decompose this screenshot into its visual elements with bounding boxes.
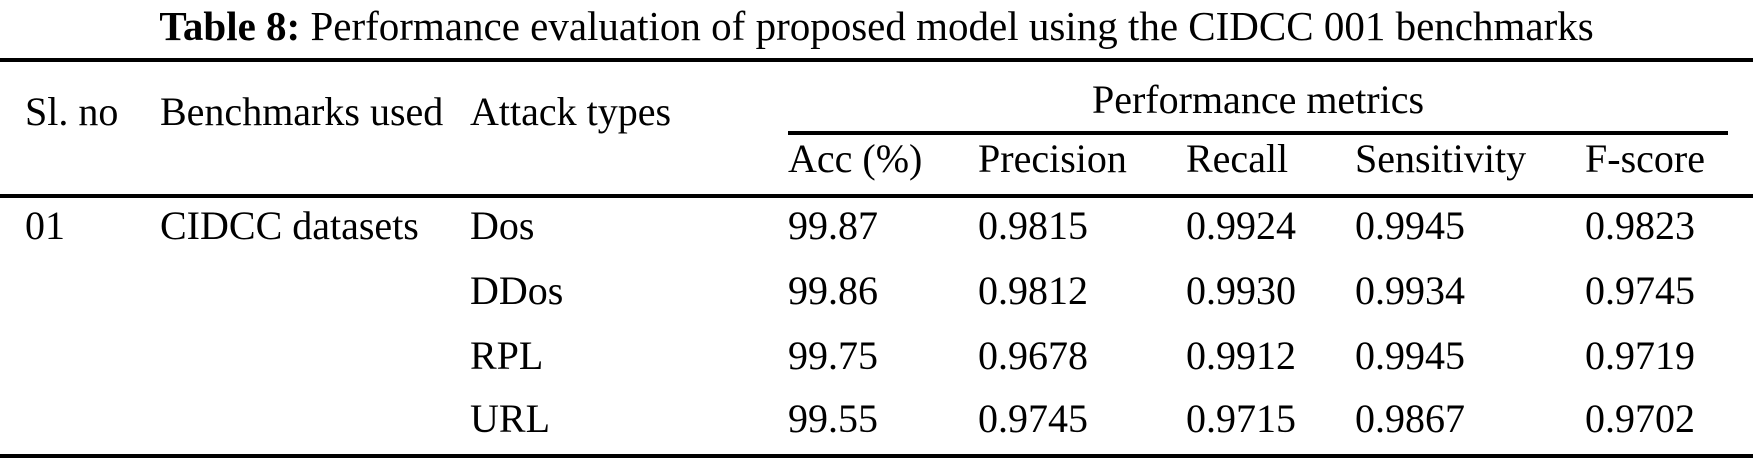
cell-recall: 0.9715 bbox=[1186, 396, 1296, 441]
group-header-label: Performance metrics bbox=[1091, 77, 1425, 122]
header-row-2: Acc (%) Precision Recall Sensitivity F-s… bbox=[0, 135, 1753, 196]
table-row: DDos 99.86 0.9812 0.9930 0.9934 0.9745 bbox=[0, 261, 1753, 326]
col-header-benchmarks-used: Benchmarks used bbox=[160, 89, 444, 134]
cell-benchmark bbox=[160, 326, 470, 391]
col-header-acc: Acc (%) bbox=[788, 136, 923, 181]
table-row: URL 99.55 0.9745 0.9715 0.9867 0.9702 bbox=[0, 391, 1753, 456]
cell-f-score: 0.9702 bbox=[1585, 396, 1695, 441]
col-header-sensitivity: Sensitivity bbox=[1355, 136, 1527, 181]
cell-acc: 99.86 bbox=[788, 268, 878, 313]
cell-attack-type: URL bbox=[470, 396, 550, 441]
cell-sl-no bbox=[0, 261, 160, 326]
cell-acc: 99.75 bbox=[788, 333, 878, 378]
table-caption-text: Performance evaluation of proposed model… bbox=[310, 3, 1594, 49]
cell-recall: 0.9912 bbox=[1186, 333, 1296, 378]
cell-benchmark bbox=[160, 261, 470, 326]
cell-acc: 99.87 bbox=[788, 203, 878, 248]
cell-attack-type: RPL bbox=[470, 333, 544, 378]
table-body: 01 CIDCC datasets Dos 99.87 0.9815 0.992… bbox=[0, 196, 1753, 456]
cell-benchmark: CIDCC datasets bbox=[160, 203, 419, 248]
col-header-recall: Recall bbox=[1186, 136, 1289, 181]
cell-f-score: 0.9719 bbox=[1585, 333, 1695, 378]
cell-sl-no: 01 bbox=[25, 203, 65, 248]
cell-sl-no bbox=[0, 326, 160, 391]
group-header-performance-metrics: Performance metrics bbox=[788, 60, 1753, 135]
cell-sl-no bbox=[0, 391, 160, 456]
cell-attack-type: DDos bbox=[470, 268, 564, 313]
table-caption: Table 8: Performance evaluation of propo… bbox=[0, 0, 1753, 50]
header-row-1: Sl. no Benchmarks used Attack types Perf… bbox=[0, 60, 1753, 135]
cell-sensitivity: 0.9945 bbox=[1355, 333, 1465, 378]
col-header-precision: Precision bbox=[978, 136, 1127, 181]
cell-sensitivity: 0.9867 bbox=[1355, 396, 1465, 441]
col-header-attack-types: Attack types bbox=[470, 89, 672, 134]
col-header-sl-no: Sl. no bbox=[25, 89, 119, 134]
table-row: RPL 99.75 0.9678 0.9912 0.9945 0.9719 bbox=[0, 326, 1753, 391]
cell-f-score: 0.9745 bbox=[1585, 268, 1695, 313]
table-row: 01 CIDCC datasets Dos 99.87 0.9815 0.992… bbox=[0, 196, 1753, 261]
cell-recall: 0.9924 bbox=[1186, 203, 1296, 248]
cell-precision: 0.9745 bbox=[978, 396, 1088, 441]
cell-precision: 0.9812 bbox=[978, 268, 1088, 313]
cell-precision: 0.9815 bbox=[978, 203, 1088, 248]
benchmark-results-table: Sl. no Benchmarks used Attack types Perf… bbox=[0, 58, 1753, 458]
cell-attack-type: Dos bbox=[470, 203, 535, 248]
cell-sensitivity: 0.9934 bbox=[1355, 268, 1465, 313]
col-header-f-score: F-score bbox=[1585, 136, 1705, 181]
table-caption-label: Table 8: bbox=[159, 3, 301, 49]
cell-benchmark bbox=[160, 391, 470, 456]
table-header: Sl. no Benchmarks used Attack types Perf… bbox=[0, 60, 1753, 196]
cell-f-score: 0.9823 bbox=[1585, 203, 1695, 248]
cell-sensitivity: 0.9945 bbox=[1355, 203, 1465, 248]
cell-precision: 0.9678 bbox=[978, 333, 1088, 378]
cell-recall: 0.9930 bbox=[1186, 268, 1296, 313]
cell-acc: 99.55 bbox=[788, 396, 878, 441]
group-header-rule: Performance metrics bbox=[788, 62, 1729, 135]
